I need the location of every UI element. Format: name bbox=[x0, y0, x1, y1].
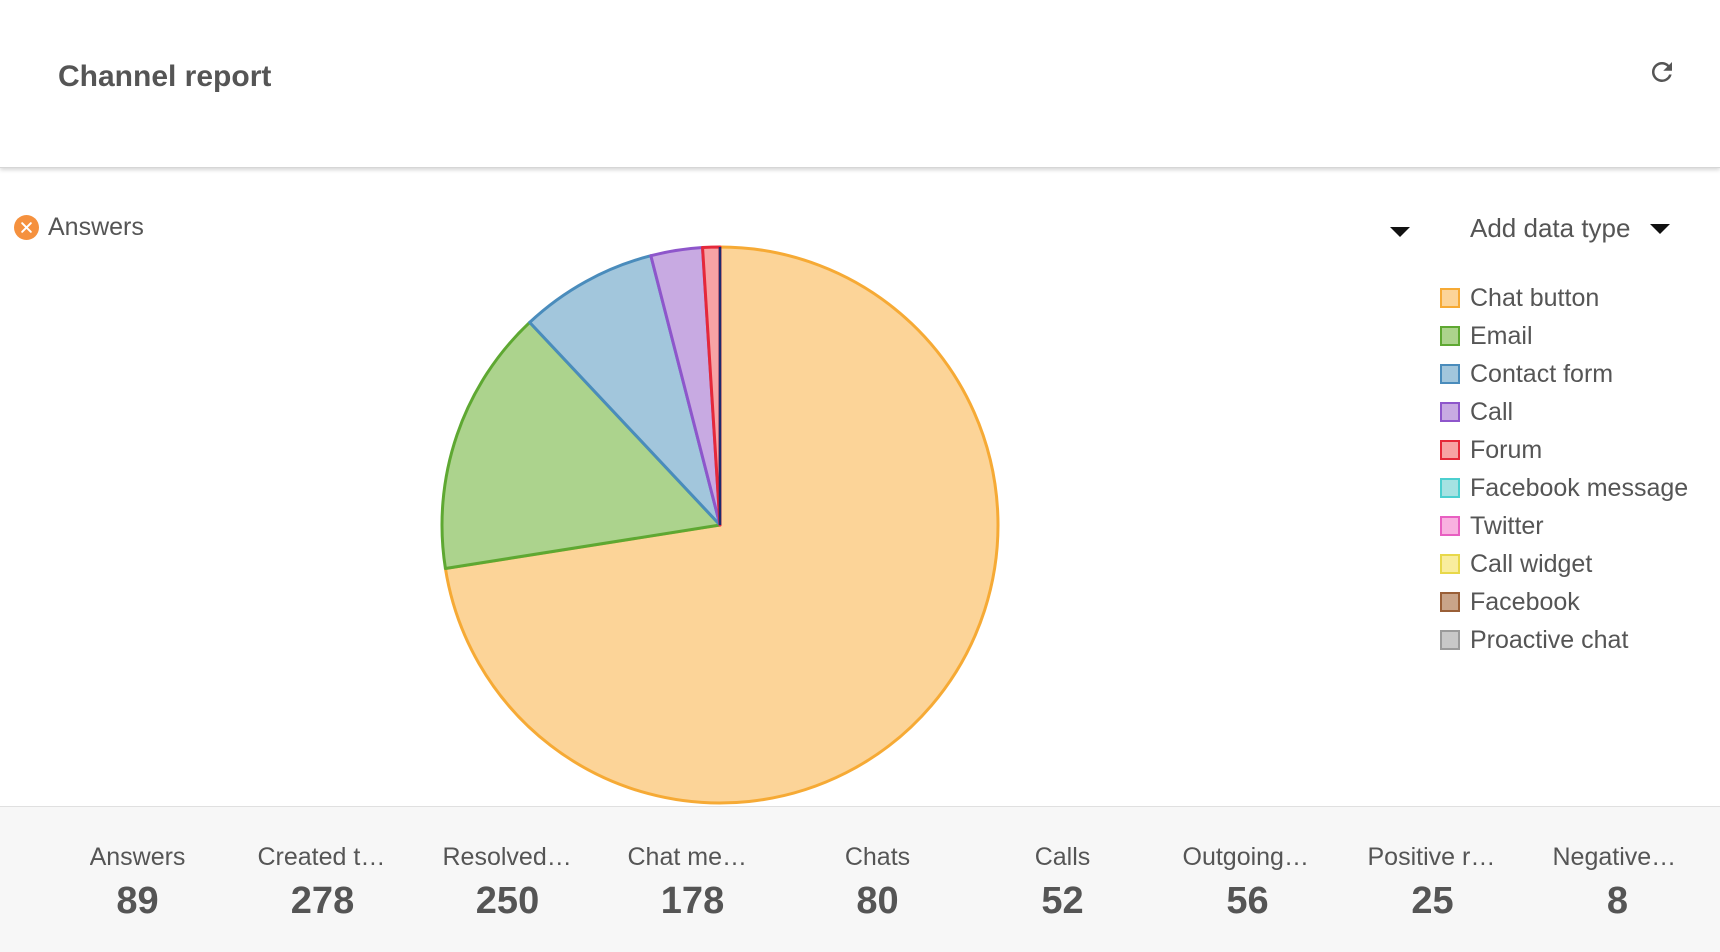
legend-swatch bbox=[1440, 402, 1460, 422]
legend-label: Twitter bbox=[1470, 511, 1544, 540]
legend-swatch bbox=[1440, 288, 1460, 308]
legend-label: Contact form bbox=[1470, 359, 1614, 388]
stat-value: 8 bbox=[1606, 880, 1629, 922]
legend-item-forum[interactable]: Forum bbox=[1440, 431, 1688, 469]
refresh-button[interactable] bbox=[1642, 52, 1682, 92]
legend-label: Proactive chat bbox=[1470, 625, 1629, 654]
legend-item-twitter[interactable]: Twitter bbox=[1440, 507, 1688, 545]
add-data-type-label: Add data type bbox=[1470, 213, 1631, 243]
series-dropdown-button[interactable] bbox=[1380, 217, 1420, 247]
stat-value: 25 bbox=[1411, 880, 1454, 922]
legend-label: Call bbox=[1470, 397, 1514, 426]
pie-slice-email[interactable] bbox=[440, 320, 722, 570]
legend-item-email[interactable]: Email bbox=[1440, 317, 1688, 355]
stat-label: Negative ratings bbox=[1552, 843, 1683, 871]
stat-label: Created tickets bbox=[257, 843, 388, 871]
legend-swatch bbox=[1440, 478, 1460, 498]
legend-swatch bbox=[1440, 592, 1460, 612]
legend-item-proactive-chat[interactable]: Proactive chat bbox=[1440, 621, 1688, 659]
page-title: Channel report bbox=[58, 60, 272, 93]
series-chip-label: Answers bbox=[48, 213, 144, 241]
legend-swatch bbox=[1440, 364, 1460, 384]
legend-item-call-widget[interactable]: Call widget bbox=[1440, 545, 1688, 583]
stat-label: Chat messages bbox=[627, 843, 758, 871]
report-header: Channel report bbox=[0, 0, 1720, 168]
stat-label: Outgoing calls bbox=[1182, 843, 1313, 871]
stat-value: 278 bbox=[290, 880, 355, 922]
chart-area: Answers Add data type Chat button Email Co… bbox=[0, 169, 1720, 806]
stat-value: 52 bbox=[1041, 880, 1084, 922]
close-icon bbox=[21, 222, 32, 233]
chevron-down-icon bbox=[1390, 227, 1410, 237]
stat-label: Positive ratings bbox=[1367, 843, 1498, 871]
stat-value: 250 bbox=[475, 880, 540, 922]
stats-bar: Answers 89 Created tickets 278 Resolved tick… bbox=[0, 806, 1720, 952]
pie-slice-chat-button[interactable] bbox=[443, 245, 1000, 805]
legend-item-chat-button[interactable]: Chat button bbox=[1440, 279, 1688, 317]
stat-chat-messages[interactable]: Chat messages 178 bbox=[600, 807, 785, 952]
legend-label: Facebook bbox=[1470, 587, 1580, 616]
stat-label: Calls bbox=[1034, 843, 1091, 871]
remove-series-button[interactable] bbox=[14, 215, 39, 240]
series-chip-answers[interactable]: Answers bbox=[14, 213, 144, 242]
add-data-type-dropdown[interactable]: Add data type bbox=[1470, 213, 1671, 244]
stat-created-tickets[interactable]: Created tickets 278 bbox=[230, 807, 415, 952]
stat-calls[interactable]: Calls 52 bbox=[970, 807, 1155, 952]
stat-negative-ratings[interactable]: Negative ratings 8 bbox=[1525, 807, 1710, 952]
legend-item-facebook-message[interactable]: Facebook message bbox=[1440, 469, 1688, 507]
legend-swatch bbox=[1440, 630, 1460, 650]
legend-item-facebook[interactable]: Facebook bbox=[1440, 583, 1688, 621]
legend-item-call[interactable]: Call bbox=[1440, 393, 1688, 431]
stat-value: 80 bbox=[856, 880, 899, 922]
stat-answers[interactable]: Answers 89 bbox=[45, 807, 230, 952]
legend-label: Forum bbox=[1470, 435, 1543, 464]
refresh-icon bbox=[1651, 61, 1672, 82]
legend-swatch bbox=[1440, 554, 1460, 574]
legend-label: Call widget bbox=[1470, 549, 1593, 578]
stat-value: 56 bbox=[1226, 880, 1269, 922]
pie-slice-contact-form[interactable] bbox=[528, 254, 722, 527]
stat-value: 178 bbox=[660, 880, 725, 922]
stat-positive-ratings[interactable]: Positive ratings 25 bbox=[1340, 807, 1525, 952]
legend-swatch bbox=[1440, 516, 1460, 536]
legend-swatch bbox=[1440, 326, 1460, 346]
legend-swatch bbox=[1440, 440, 1460, 460]
stat-value: 89 bbox=[116, 880, 159, 922]
chevron-down-icon bbox=[1650, 223, 1671, 234]
stat-chats[interactable]: Chats 80 bbox=[785, 807, 970, 952]
legend-label: Facebook message bbox=[1470, 473, 1689, 502]
stat-outgoing-calls[interactable]: Outgoing calls 56 bbox=[1155, 807, 1340, 952]
pie-chart bbox=[440, 245, 1000, 805]
legend-label: Email bbox=[1470, 321, 1533, 350]
chart-legend: Chat button Email Contact form Call Forum Fac… bbox=[1440, 279, 1688, 659]
stat-resolved-tickets[interactable]: Resolved tickets 250 bbox=[415, 807, 600, 952]
stat-label: Resolved tickets bbox=[442, 843, 573, 871]
legend-label: Chat button bbox=[1470, 283, 1600, 312]
legend-item-contact-form[interactable]: Contact form bbox=[1440, 355, 1688, 393]
stat-label: Chats bbox=[844, 843, 911, 871]
stat-label: Answers bbox=[89, 843, 186, 871]
